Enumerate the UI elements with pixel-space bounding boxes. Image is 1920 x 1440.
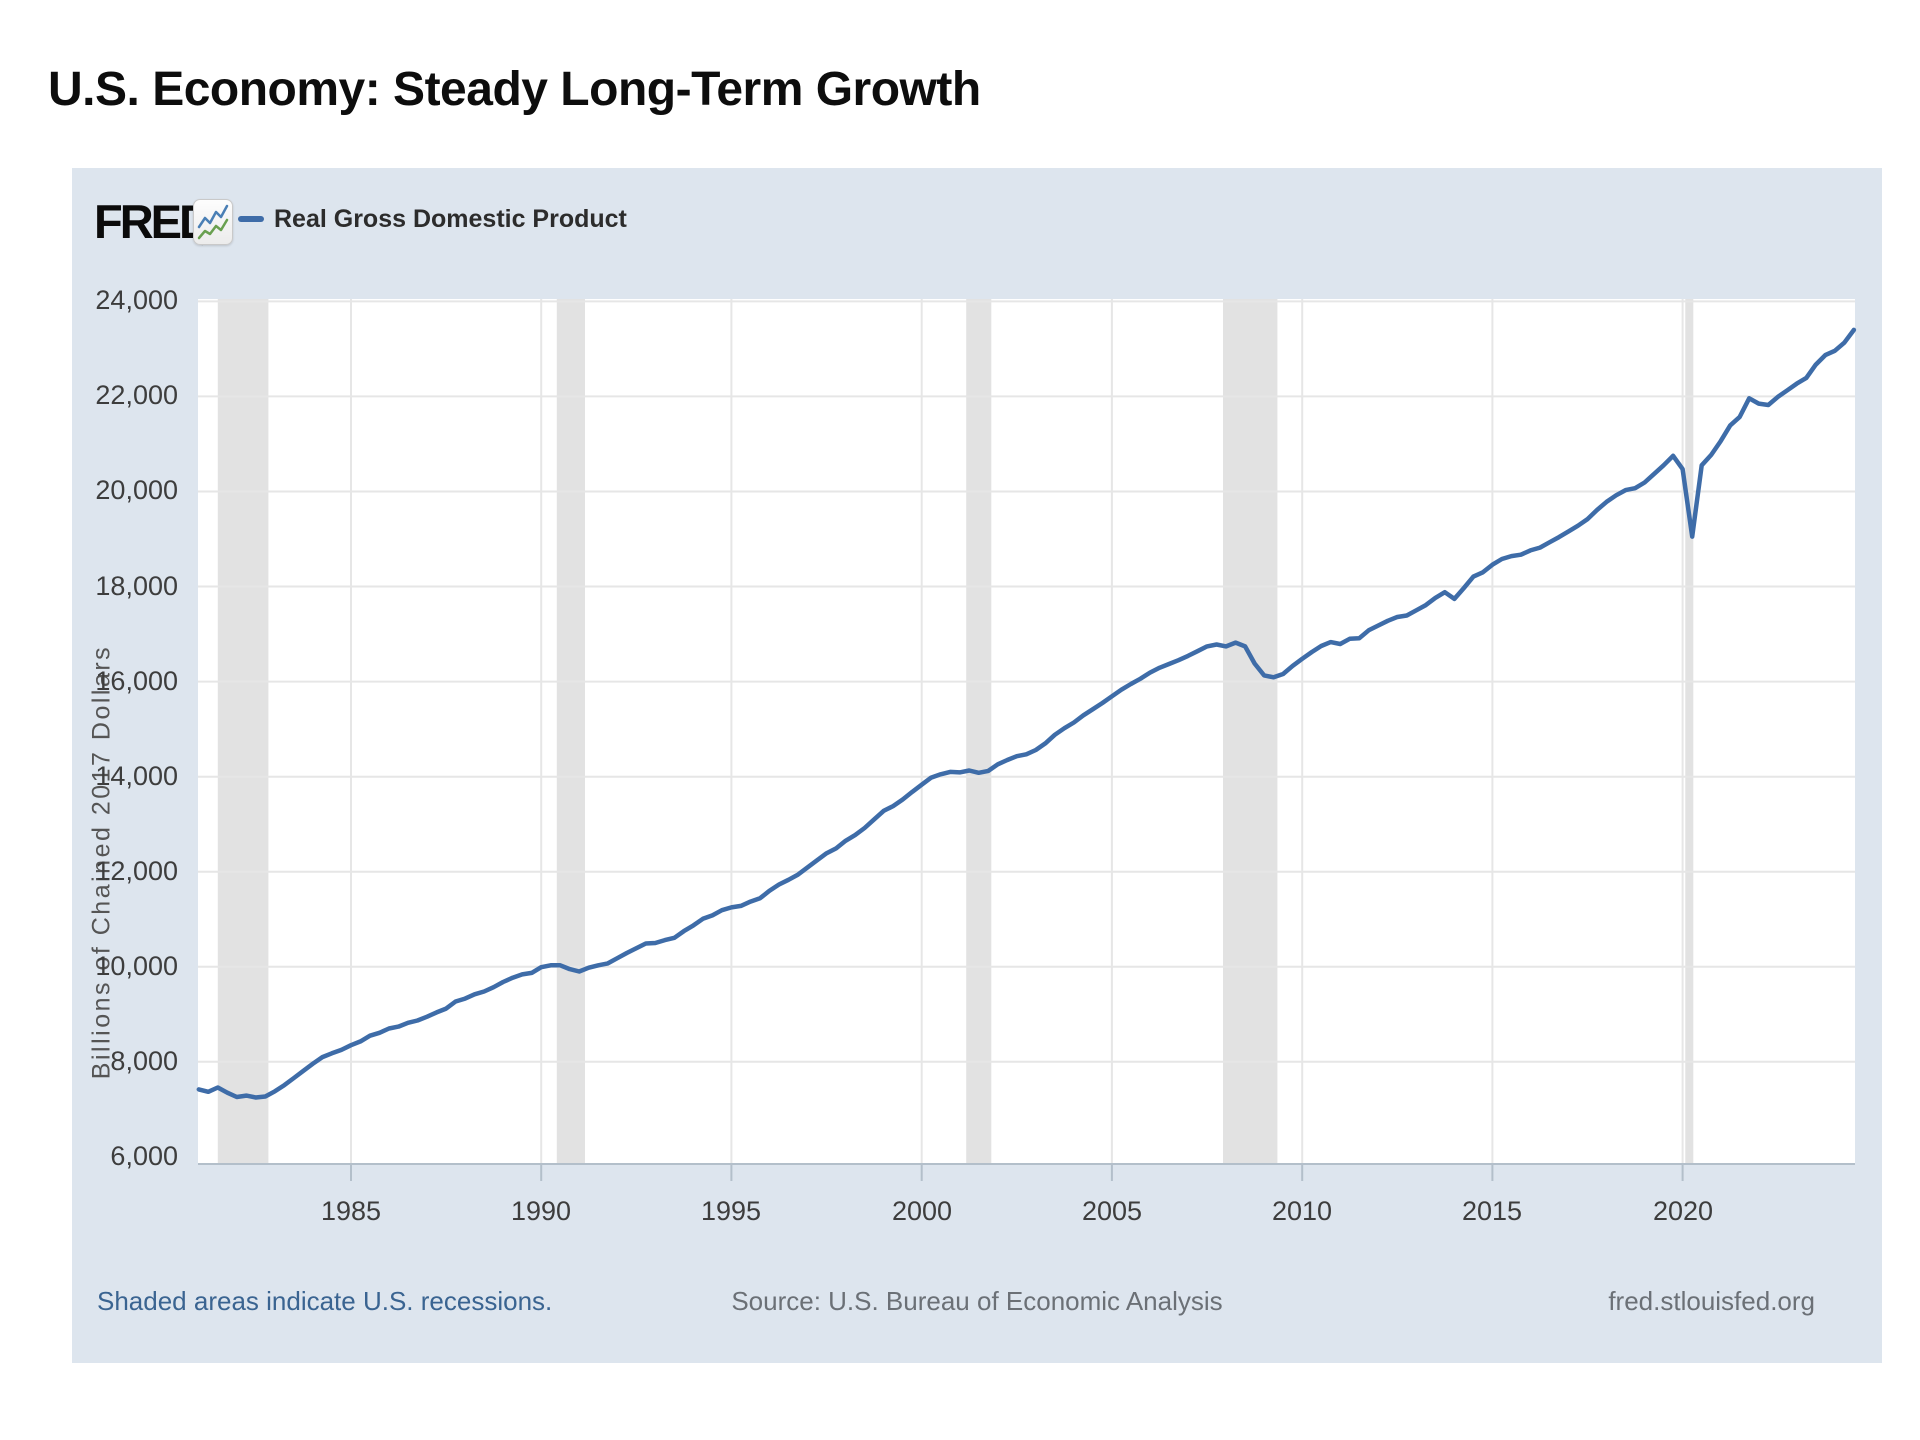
legend: Real Gross Domestic Product (238, 194, 627, 244)
y-axis-label: 20,000 (95, 475, 178, 505)
source-label: Source: U.S. Bureau of Economic Analysis (731, 1286, 1223, 1316)
x-axis-label: 2020 (1652, 1196, 1714, 1226)
page-title: U.S. Economy: Steady Long-Term Growth (48, 63, 981, 116)
x-axis-label: 2015 (1461, 1196, 1523, 1226)
recession-band (1685, 299, 1694, 1164)
y-axis-label: 18,000 (95, 571, 178, 601)
y-axis-label: 8,000 (110, 1046, 178, 1076)
y-axis-label: 16,000 (95, 666, 178, 696)
x-axis-label: 1990 (510, 1196, 572, 1226)
y-axis-label: 10,000 (95, 951, 178, 981)
x-axis-label: 2000 (891, 1196, 953, 1226)
plot-svg (196, 299, 1857, 1181)
fred-sparkline-icon (193, 199, 233, 245)
chart-footer: Shaded areas indicate U.S. recessions. S… (72, 1286, 1882, 1322)
plot-area[interactable]: Billions of Chained 2017 Dollars 1985 199… (88, 285, 1857, 1226)
recession-band (966, 299, 992, 1164)
recession-band (217, 299, 269, 1164)
x-axis-label: 2010 (1271, 1196, 1333, 1226)
y-axis-label: 6,000 (110, 1141, 178, 1171)
series-dash-icon (238, 216, 264, 222)
x-axis-label: 1995 (700, 1196, 762, 1226)
y-axis-label: 24,000 (95, 285, 178, 315)
x-axis-label: 1985 (320, 1196, 382, 1226)
y-axis-label: 14,000 (95, 761, 178, 791)
fred-site-link[interactable]: fred.stlouisfed.org (1608, 1286, 1815, 1316)
recession-band (1223, 299, 1278, 1164)
fred-chart: FRED ® Real Gross Domestic Product Billi… (72, 168, 1882, 1363)
gdp-line (196, 327, 1857, 1100)
x-axis-label: 2005 (1081, 1196, 1143, 1226)
recession-band (556, 299, 585, 1164)
recessions-note-link[interactable]: Shaded areas indicate U.S. recessions. (97, 1286, 553, 1316)
y-axis-label: 12,000 (95, 856, 178, 886)
plot-background (198, 299, 1855, 1164)
y-axis-label: 22,000 (95, 380, 178, 410)
legend-series-label: Real Gross Domestic Product (274, 204, 627, 233)
